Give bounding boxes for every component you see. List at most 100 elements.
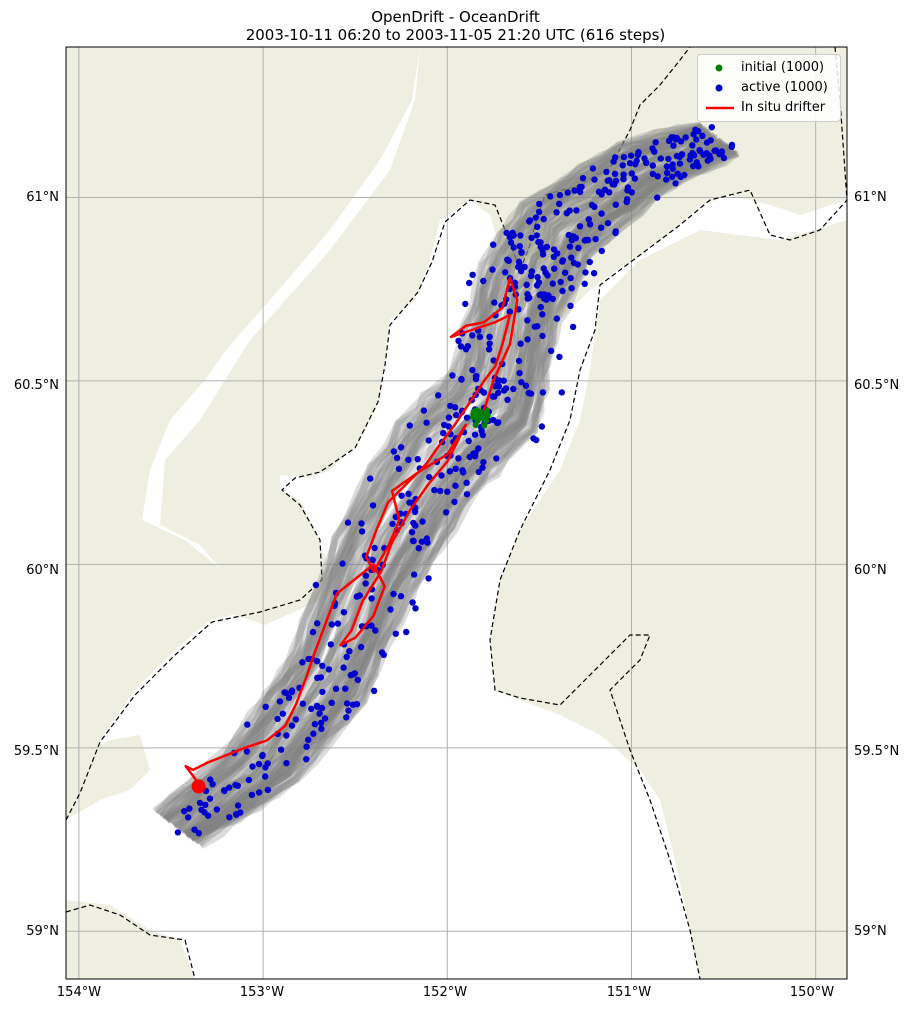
active-particle: [490, 357, 497, 364]
active-particle: [543, 243, 551, 251]
active-particle: [696, 146, 703, 154]
trajectory-line: [163, 122, 703, 822]
active-particle: [344, 519, 352, 526]
active-particle: [649, 162, 656, 169]
active-particle: [463, 414, 471, 421]
active-particle: [425, 437, 432, 444]
lat-label-right: 61°N: [854, 190, 887, 205]
lat-label-left: 60°N: [26, 563, 59, 578]
active-particle: [466, 453, 473, 461]
active-particle: [597, 224, 605, 231]
active-particle: [588, 201, 596, 209]
legend-label: initial (1000): [741, 60, 825, 75]
active-particle: [202, 801, 209, 808]
active-particle: [408, 529, 416, 536]
active-particle: [305, 655, 312, 663]
active-particle: [372, 627, 379, 634]
active-particle: [312, 581, 320, 589]
active-particle: [403, 628, 410, 636]
active-particle: [657, 155, 664, 162]
land-west-peninsula: [66, 47, 420, 815]
active-particle: [451, 404, 459, 411]
legend-item-initial: initial (1000): [698, 59, 840, 77]
trajectory-line: [159, 123, 705, 819]
active-particle: [586, 221, 594, 228]
active-particle: [415, 545, 422, 552]
trajectory-line: [173, 135, 719, 830]
active-particle: [418, 538, 426, 545]
legend-item-active: active (1000): [698, 79, 840, 97]
active-particle: [620, 153, 628, 161]
active-particle: [370, 687, 378, 694]
trajectory-line: [195, 150, 739, 847]
active-particle: [556, 353, 563, 361]
active-particle: [517, 340, 524, 347]
trajectory-line: [189, 143, 731, 842]
active-particle: [649, 170, 656, 178]
trajectory-line: [199, 150, 740, 849]
active-particle: [491, 299, 498, 306]
active-particle: [195, 830, 202, 837]
active-particle: [561, 269, 569, 276]
active-particle: [678, 151, 686, 158]
active-particle: [292, 716, 300, 723]
active-particle: [455, 337, 462, 345]
active-particle: [462, 300, 469, 308]
active-particle: [485, 346, 493, 353]
active-particle: [345, 707, 352, 714]
active-particle: [325, 666, 333, 673]
active-particle: [362, 572, 370, 579]
active-particle: [262, 703, 269, 710]
lon-label: 152°W: [422, 985, 468, 1000]
active-particle: [490, 241, 497, 248]
active-particle: [604, 219, 612, 227]
active-particle: [409, 599, 416, 606]
land-north-shore: [160, 47, 847, 625]
active-particle: [673, 152, 681, 160]
active-particle: [234, 802, 242, 809]
trajectory-line: [187, 143, 731, 841]
active-particle: [567, 302, 574, 309]
trajectory-line: [197, 147, 736, 848]
active-particle: [255, 760, 263, 768]
trajectory-line: [153, 123, 703, 815]
active-particle: [536, 291, 543, 299]
active-particle: [472, 375, 480, 383]
active-particle: [521, 263, 528, 271]
active-particle: [526, 217, 534, 224]
active-particle: [569, 323, 577, 331]
active-particle: [559, 257, 567, 264]
boundary-line-east: [489, 47, 847, 979]
active-particle: [635, 148, 642, 156]
active-particle: [654, 194, 661, 201]
active-particle: [604, 177, 611, 184]
active-particle: [612, 201, 619, 208]
active-particle: [612, 229, 619, 237]
active-particle: [619, 162, 626, 169]
active-particle: [436, 487, 444, 495]
active-particle: [314, 674, 321, 681]
active-particle: [524, 336, 531, 343]
active-particle: [510, 232, 517, 239]
active-particle: [332, 685, 340, 692]
active-particle: [663, 176, 670, 183]
trajectory-line: [163, 124, 705, 822]
active-particle: [310, 730, 317, 737]
active-particle: [285, 694, 293, 701]
active-particle: [261, 773, 269, 780]
active-particle: [494, 419, 501, 426]
active-particle: [466, 279, 473, 287]
active-particle: [564, 189, 571, 196]
drifter-line: [184, 276, 519, 789]
active-particle: [277, 746, 285, 753]
trajectory-line: [184, 142, 730, 838]
active-particle: [654, 173, 661, 180]
active-particle: [443, 509, 450, 516]
trajectory-line: [183, 141, 729, 837]
active-particle: [573, 207, 580, 214]
active-particle: [343, 653, 350, 661]
drifter-track: [184, 276, 519, 794]
active-particle: [628, 189, 635, 196]
active-particle: [532, 214, 539, 221]
active-particle: [486, 340, 493, 347]
